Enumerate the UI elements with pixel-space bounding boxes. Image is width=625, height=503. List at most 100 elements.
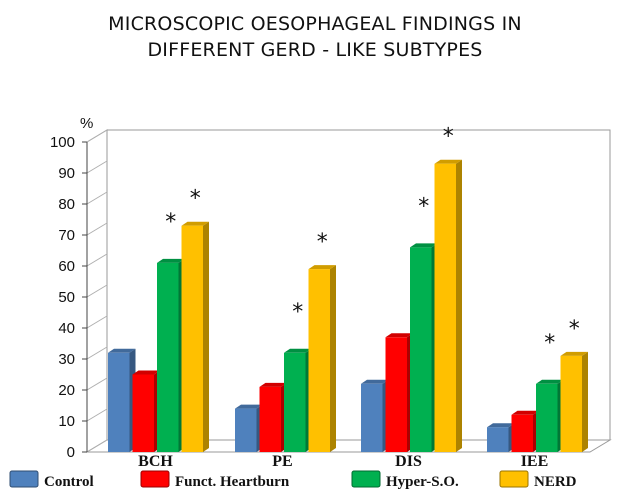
legend-item: Control [9, 470, 94, 490]
y-tick-depth-line [86, 284, 108, 298]
bar-top-face [284, 348, 312, 353]
y-tick-depth-line [86, 346, 108, 360]
x-category-label: IEE [521, 453, 549, 470]
bar-top-face [434, 159, 462, 164]
significance-asterisk: * [443, 125, 454, 150]
bar-pe-0 [235, 404, 263, 452]
bar-bch-0 [108, 348, 136, 452]
bar-front-face [259, 386, 281, 452]
bar-dis-3 [434, 159, 462, 452]
y-axis-unit-label: % [80, 115, 93, 132]
legend-label: Hyper-S.O. [386, 474, 459, 490]
y-tick-label: 70 [58, 227, 75, 244]
bar-front-face [108, 352, 130, 452]
y-tick-label: 0 [67, 444, 75, 461]
bar-top-face [536, 379, 564, 384]
y-tick-label: 60 [58, 258, 75, 275]
legend-item: Hyper-S.O. [351, 470, 459, 490]
y-tick-label: 50 [58, 289, 75, 306]
bar-front-face [308, 269, 330, 452]
significance-asterisk: * [418, 194, 429, 219]
bar-front-face [560, 355, 582, 452]
y-tick-depth-line [86, 129, 108, 143]
legend-swatch [499, 470, 529, 488]
bar-top-face [385, 333, 413, 338]
y-tick-label: 20 [58, 382, 75, 399]
bar-front-face [157, 262, 179, 452]
plot-area: 0 10 20 30 40 50 60 70 80 90 100 BCH PE DIS IEE * * * * * * *… [50, 125, 612, 470]
legend: Control Funct. Heartburn Hyper-S.O. NERD [9, 470, 577, 490]
x-category-label: DIS [395, 453, 422, 470]
significance-asterisk: * [190, 187, 201, 212]
bar-iee-2 [536, 379, 564, 452]
bar-iee-3 [560, 351, 588, 452]
bar-side-face [456, 159, 462, 452]
legend-label: Funct. Heartburn [175, 474, 290, 490]
bar-front-face [487, 427, 509, 452]
y-tick-label: 100 [50, 134, 75, 151]
y-tick-label: 40 [58, 320, 75, 337]
bar-top-face [132, 370, 160, 375]
significance-asterisk: * [317, 230, 328, 255]
y-tick-depth-line [86, 160, 108, 174]
bar-bch-3 [181, 221, 209, 452]
y-tick-depth-line [86, 191, 108, 205]
bar-front-face [132, 374, 154, 452]
bar-front-face [284, 352, 306, 452]
significance-asterisk: * [569, 317, 580, 342]
bar-pe-1 [259, 382, 287, 452]
bar-pe-3 [308, 265, 336, 452]
legend-swatch [140, 470, 170, 488]
bar-dis-2 [410, 243, 438, 452]
legend-item: Funct. Heartburn [140, 470, 290, 490]
legend-swatch [351, 470, 381, 488]
bar-side-face [203, 221, 209, 452]
bar-bch-1 [132, 370, 160, 452]
bar-top-face [157, 258, 185, 263]
chart-title-line-2: DIFFERENT GERD - LIKE SUBTYPES [147, 39, 482, 61]
legend-swatch [9, 470, 39, 488]
bar-front-face [235, 408, 257, 452]
y-tick-label: 90 [58, 165, 75, 182]
bar-front-face [434, 163, 456, 452]
bar-front-face [410, 247, 432, 452]
y-tick-label: 10 [58, 413, 75, 430]
significance-asterisk: * [165, 210, 176, 235]
bar-top-face [487, 423, 515, 428]
y-tick-label: 30 [58, 351, 75, 368]
bar-front-face [361, 383, 383, 452]
bar-dis-0 [361, 379, 389, 452]
bar-top-face [108, 348, 136, 353]
bar-iee-0 [487, 423, 515, 452]
y-tick-depth-line [86, 222, 108, 236]
bar-top-face [181, 221, 209, 226]
bar-pe-2 [284, 348, 312, 452]
y-tick-label: 80 [58, 196, 75, 213]
x-category-label: BCH [138, 453, 173, 470]
legend-label: NERD [534, 474, 577, 490]
y-tick-depth-line [86, 377, 108, 391]
bar-top-face [259, 382, 287, 387]
bar-top-face [361, 379, 389, 384]
y-tick-depth-line [86, 253, 108, 267]
y-tick-depth-line [86, 439, 108, 453]
bar-top-face [511, 410, 539, 415]
bar-front-face [536, 383, 558, 452]
y-tick-depth-line [86, 408, 108, 422]
significance-asterisk: * [292, 300, 303, 325]
legend-item: NERD [499, 470, 577, 490]
bar-top-face [560, 351, 588, 356]
bar-side-face [330, 265, 336, 452]
chart-title-line-1: MICROSCOPIC OESOPHAGEAL FINDINGS IN [108, 13, 522, 35]
bar-front-face [385, 337, 407, 452]
bar-top-face [235, 404, 263, 409]
bar-dis-1 [385, 333, 413, 452]
bar-bch-2 [157, 258, 185, 452]
bar-top-face [308, 265, 336, 270]
bar-front-face [181, 225, 203, 452]
bar-front-face [511, 414, 533, 452]
y-tick-depth-line [86, 315, 108, 329]
bar-iee-1 [511, 410, 539, 452]
significance-asterisk: * [544, 331, 555, 356]
